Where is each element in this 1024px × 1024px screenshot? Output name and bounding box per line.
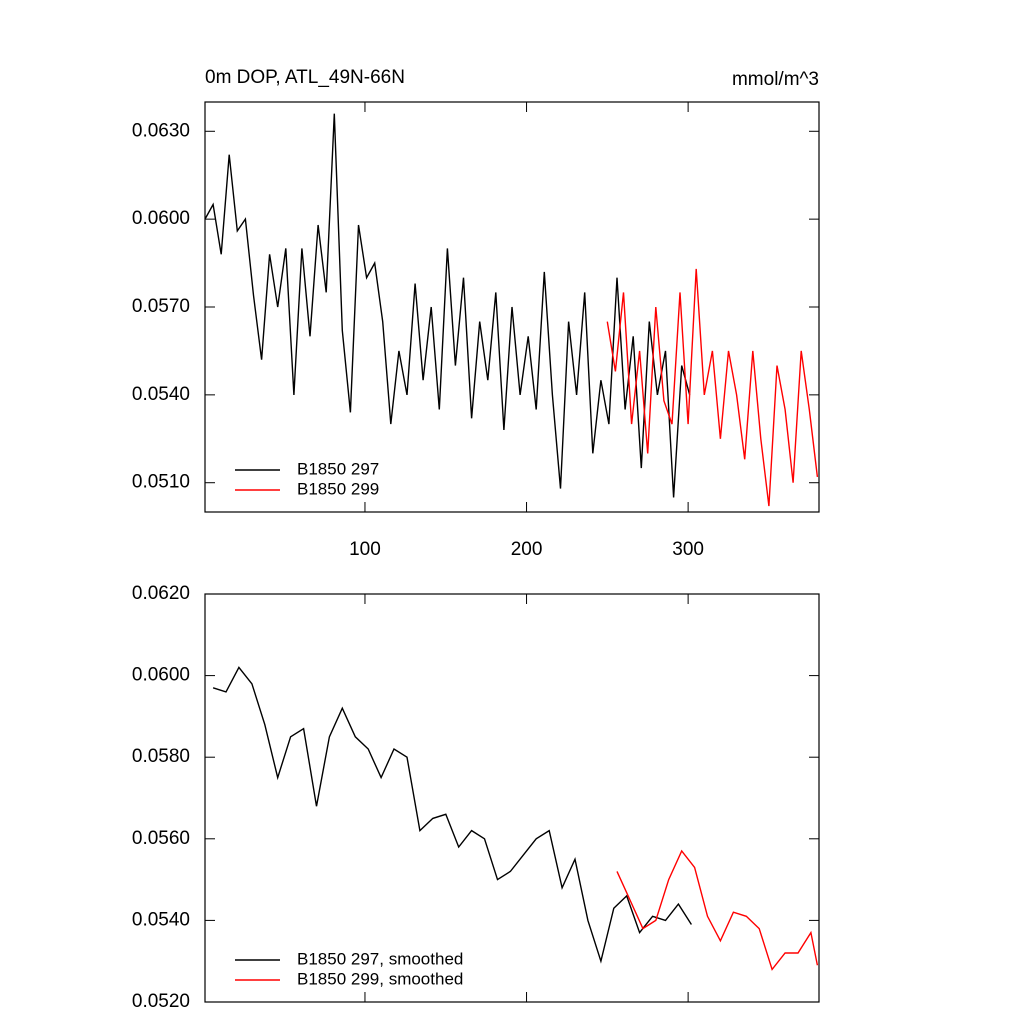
y-tick-label: 0.0630 bbox=[132, 120, 190, 141]
data-line bbox=[606, 268, 819, 507]
data-line bbox=[616, 849, 819, 971]
plot-frame bbox=[204, 593, 820, 1003]
y-tick-label: 0.0520 bbox=[132, 991, 190, 1012]
data-line bbox=[212, 666, 692, 964]
legend-label: B1850 299, smoothed bbox=[297, 969, 463, 988]
y-tick-label: 0.0540 bbox=[132, 384, 190, 405]
y-tick-label: 0.0600 bbox=[132, 208, 190, 229]
chart-title: 0m DOP, ATL_49N-66N bbox=[205, 67, 405, 88]
x-tick-label: 200 bbox=[511, 539, 543, 560]
units-label: mmol/m^3 bbox=[732, 69, 819, 90]
data-line bbox=[204, 113, 691, 498]
y-tick-label: 0.0540 bbox=[132, 909, 190, 930]
legend-label: B1850 297 bbox=[297, 459, 379, 478]
x-tick-label: 100 bbox=[349, 539, 381, 560]
y-tick-label: 0.0510 bbox=[132, 472, 190, 493]
y-tick-label: 0.0600 bbox=[132, 665, 190, 686]
x-tick-label: 300 bbox=[672, 539, 704, 560]
y-tick-label: 0.0570 bbox=[132, 296, 190, 317]
y-tick-label: 0.0580 bbox=[132, 746, 190, 767]
y-tick-label: 0.0620 bbox=[132, 583, 190, 604]
legend-label: B1850 297, smoothed bbox=[297, 949, 463, 968]
legend-label: B1850 299 bbox=[297, 479, 379, 498]
y-tick-label: 0.0560 bbox=[132, 828, 190, 849]
